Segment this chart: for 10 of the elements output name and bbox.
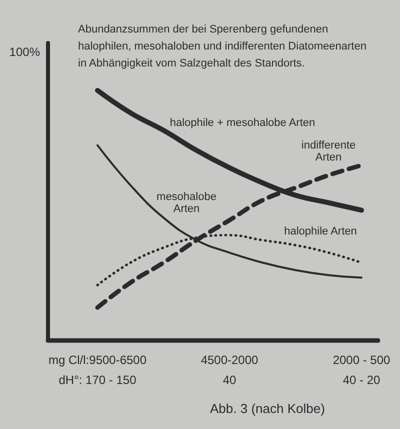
series-label: halophile + mesohalobe Arten xyxy=(170,116,316,129)
text: 100% xyxy=(9,45,40,59)
x-tick-label: mg Cl/l:9500-6500 dH°: 170 - 150 xyxy=(48,353,147,387)
series-label: mesohalobe Arten xyxy=(156,191,216,216)
series-label: halophile Arten xyxy=(284,226,357,238)
x-tick-label: 4500-2000 40 xyxy=(200,353,259,387)
chart-title: Abundanzsummen der bei Sperenberg gefundenen halophilen, mesohaloben und indifferenten Diatomeenarten in Abhängigkeit vom Salzgehalt des Standorts. xyxy=(78,24,370,70)
x-tick-label: 2000 - 500 40 - 20 xyxy=(332,353,391,387)
series-label: indifferente Arten xyxy=(301,139,356,164)
caption: Abb. 3 (nach Kolbe) xyxy=(210,401,325,416)
